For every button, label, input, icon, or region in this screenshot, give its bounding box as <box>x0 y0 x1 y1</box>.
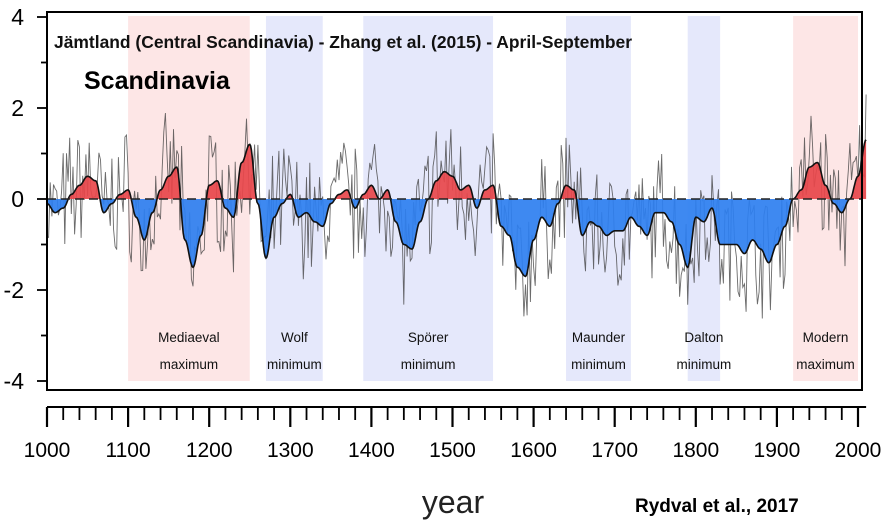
y-tick-label-4: 4 <box>11 4 24 30</box>
x-tick-label-1600: 1600 <box>510 439 557 462</box>
x-tick-label-1500: 1500 <box>429 439 476 462</box>
y-axis: 4 2 0 -2 -4 <box>4 4 47 394</box>
period-label-2-line2: minimum <box>401 357 456 372</box>
x-tick-label-1700: 1700 <box>591 439 638 462</box>
period-label-1-line1: Wolf <box>281 330 308 345</box>
x-tick-label-1000: 1000 <box>24 439 71 462</box>
y-tick-label--2: -2 <box>4 277 24 303</box>
region-label: Scandinavia <box>84 67 231 95</box>
y-tick-label--4: -4 <box>4 368 25 394</box>
period-label-3-line1: Maunder <box>572 330 626 345</box>
period-label-5-line2: maximum <box>796 357 855 372</box>
x-axis-label: year <box>422 484 485 520</box>
y-tick-label-2: 2 <box>11 95 24 121</box>
x-tick-label-2000: 2000 <box>835 439 882 462</box>
period-label-1-line2: minimum <box>267 357 322 372</box>
period-label-4-line1: Dalton <box>684 330 723 345</box>
x-tick-label-1200: 1200 <box>186 439 233 462</box>
period-label-3-line2: minimum <box>571 357 626 372</box>
plot-frame <box>46 11 863 391</box>
cold-area <box>47 199 867 277</box>
y-tick-label-0: 0 <box>11 186 24 212</box>
period-label-2-line1: Spörer <box>408 330 449 345</box>
period-labels: Mediaeval maximum Wolf minimum Spörer minimum… <box>158 330 855 372</box>
x-tick-label-1100: 1100 <box>106 439 151 462</box>
x-tick-label-1800: 1800 <box>672 439 719 462</box>
period-label-5-line1: Modern <box>803 330 849 345</box>
period-label-0-line1: Mediaeval <box>158 330 220 345</box>
smoothed-series <box>46 139 867 278</box>
smoothed-line <box>46 139 867 278</box>
x-axis: 1000 1100 1200 1300 1400 1500 1600 1700 1800 1900… <box>24 406 882 462</box>
credit-label: Rydval et al., 2017 <box>635 496 799 517</box>
x-tick-label-1400: 1400 <box>348 439 395 462</box>
period-label-4-line2: minimum <box>677 357 732 372</box>
period-label-0-line2: maximum <box>160 357 219 372</box>
x-tick-label-1900: 1900 <box>754 439 801 462</box>
plot-border <box>46 11 863 391</box>
x-tick-label-1300: 1300 <box>267 439 314 462</box>
chart-title: Jämtland (Central Scandinavia) - Zhang e… <box>54 32 632 52</box>
